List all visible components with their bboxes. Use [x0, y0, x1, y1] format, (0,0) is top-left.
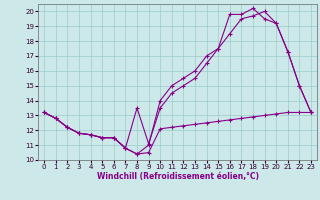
X-axis label: Windchill (Refroidissement éolien,°C): Windchill (Refroidissement éolien,°C)	[97, 172, 259, 181]
